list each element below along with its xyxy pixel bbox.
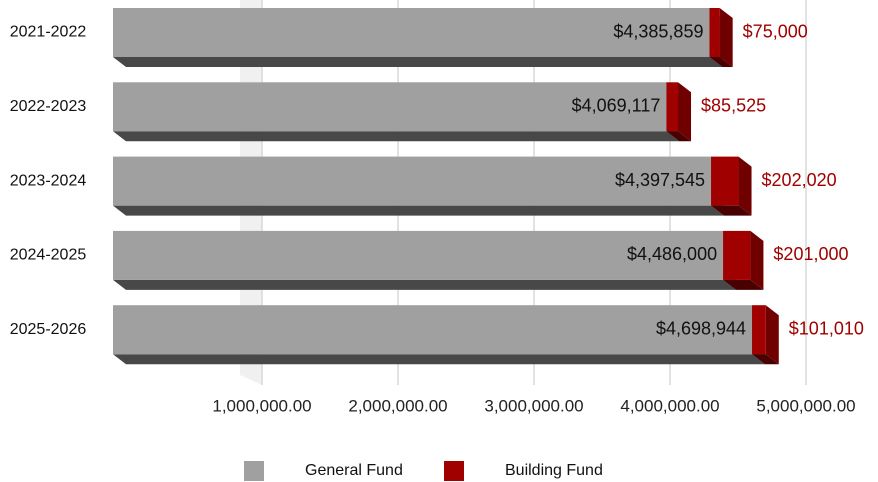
legend-swatch — [444, 461, 464, 481]
value-label: $4,069,117 — [572, 96, 661, 116]
bar-segment — [113, 305, 766, 365]
category-label: 2024-2025 — [10, 247, 87, 264]
value-label: $201,000 — [773, 244, 848, 264]
bar-front — [113, 8, 710, 57]
bar-front — [723, 230, 751, 280]
bar-side — [719, 8, 733, 67]
bar-bottom — [113, 279, 737, 290]
value-label: $4,385,859 — [613, 21, 703, 41]
legend-label: General Fund — [305, 462, 403, 479]
value-label: $4,486,000 — [627, 244, 717, 264]
bar-front — [113, 156, 712, 206]
bar-bottom — [709, 57, 733, 67]
bar-segment — [113, 8, 723, 67]
bar-bottom — [711, 205, 752, 216]
bar-bottom — [723, 279, 764, 290]
value-label: $75,000 — [743, 21, 808, 41]
bar-side — [750, 230, 764, 290]
category-label: 2025-2026 — [10, 321, 87, 338]
bar-side — [738, 156, 752, 216]
value-label: $202,020 — [762, 170, 837, 190]
bar-bottom — [113, 205, 725, 216]
bar-segment — [723, 230, 764, 290]
bar-segment — [113, 230, 737, 290]
x-tick-label: 5,000,000.00 — [756, 396, 855, 415]
bar-segment — [666, 82, 692, 142]
bar-front — [666, 82, 679, 132]
value-label: $4,397,545 — [615, 170, 705, 190]
bar-front — [113, 305, 753, 355]
x-tick-label: 1,000,000.00 — [212, 396, 311, 415]
bar-bottom — [113, 354, 766, 365]
bar-bottom — [666, 131, 692, 142]
bar-front — [113, 230, 724, 280]
bar-segment — [752, 305, 779, 365]
category-label: 2021-2022 — [10, 24, 87, 41]
x-tick-label: 2,000,000.00 — [348, 396, 447, 415]
value-label: $85,525 — [701, 96, 766, 116]
bar-front — [711, 156, 739, 206]
value-label: $4,698,944 — [656, 318, 746, 338]
legend-label: Building Fund — [505, 462, 603, 479]
bar-side — [765, 305, 779, 365]
legend-swatch — [244, 461, 264, 481]
category-label: 2022-2023 — [10, 98, 87, 115]
value-label: $101,010 — [789, 318, 864, 338]
x-tick-label: 4,000,000.00 — [620, 396, 719, 415]
bar-segment — [711, 156, 752, 216]
bar-front — [752, 305, 766, 355]
bar-bottom — [752, 354, 779, 365]
bar-side — [678, 82, 692, 142]
bar-front — [113, 82, 667, 132]
x-tick-label: 3,000,000.00 — [484, 396, 583, 415]
category-label: 2023-2024 — [10, 172, 87, 189]
bar-bottom — [113, 57, 723, 67]
bar-segment — [113, 82, 680, 142]
bar-bottom — [113, 131, 680, 142]
bar-front — [709, 8, 720, 57]
bar-segment — [113, 156, 725, 216]
bar-segment — [709, 8, 733, 67]
